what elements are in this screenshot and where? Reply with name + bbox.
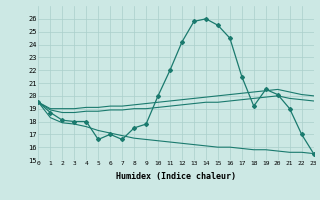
X-axis label: Humidex (Indice chaleur): Humidex (Indice chaleur): [116, 172, 236, 181]
